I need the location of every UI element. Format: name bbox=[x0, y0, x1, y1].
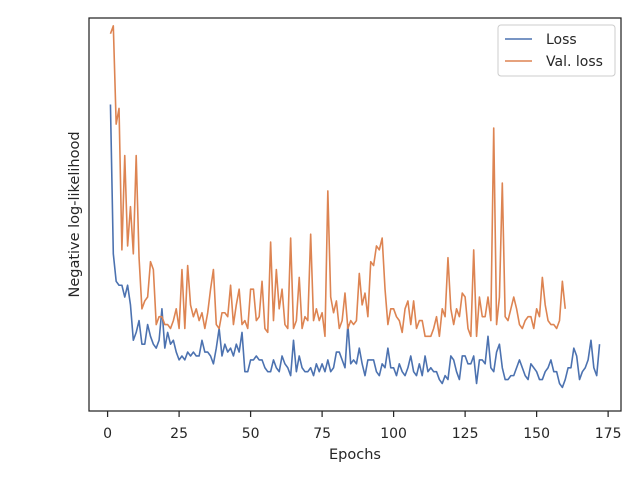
legend-label-val-loss: Val. loss bbox=[546, 54, 603, 70]
x-tick-label: 75 bbox=[313, 426, 331, 442]
x-axis-ticks: 0 25 50 75 100 125 150 175 bbox=[103, 411, 621, 442]
x-tick-label: 125 bbox=[452, 426, 479, 442]
x-tick-label: 0 bbox=[103, 426, 112, 442]
plot-background bbox=[89, 18, 621, 411]
x-tick-label: 175 bbox=[595, 426, 622, 442]
legend-box bbox=[497, 24, 616, 77]
x-tick-label: 25 bbox=[170, 426, 188, 442]
x-tick-label: 100 bbox=[380, 426, 407, 442]
x-tick-label: 150 bbox=[523, 426, 550, 442]
x-tick-label: 50 bbox=[242, 426, 260, 442]
legend-label-loss: Loss bbox=[546, 32, 577, 48]
series-line-val-loss bbox=[109, 25, 567, 338]
legend: Loss Val. loss bbox=[497, 24, 616, 77]
series-line-loss bbox=[109, 104, 601, 389]
plot-frame bbox=[88, 17, 622, 412]
x-axis-label: Epochs bbox=[329, 447, 381, 463]
y-axis-label: Negative log-likelihood bbox=[67, 131, 83, 297]
series-lines bbox=[109, 25, 601, 389]
